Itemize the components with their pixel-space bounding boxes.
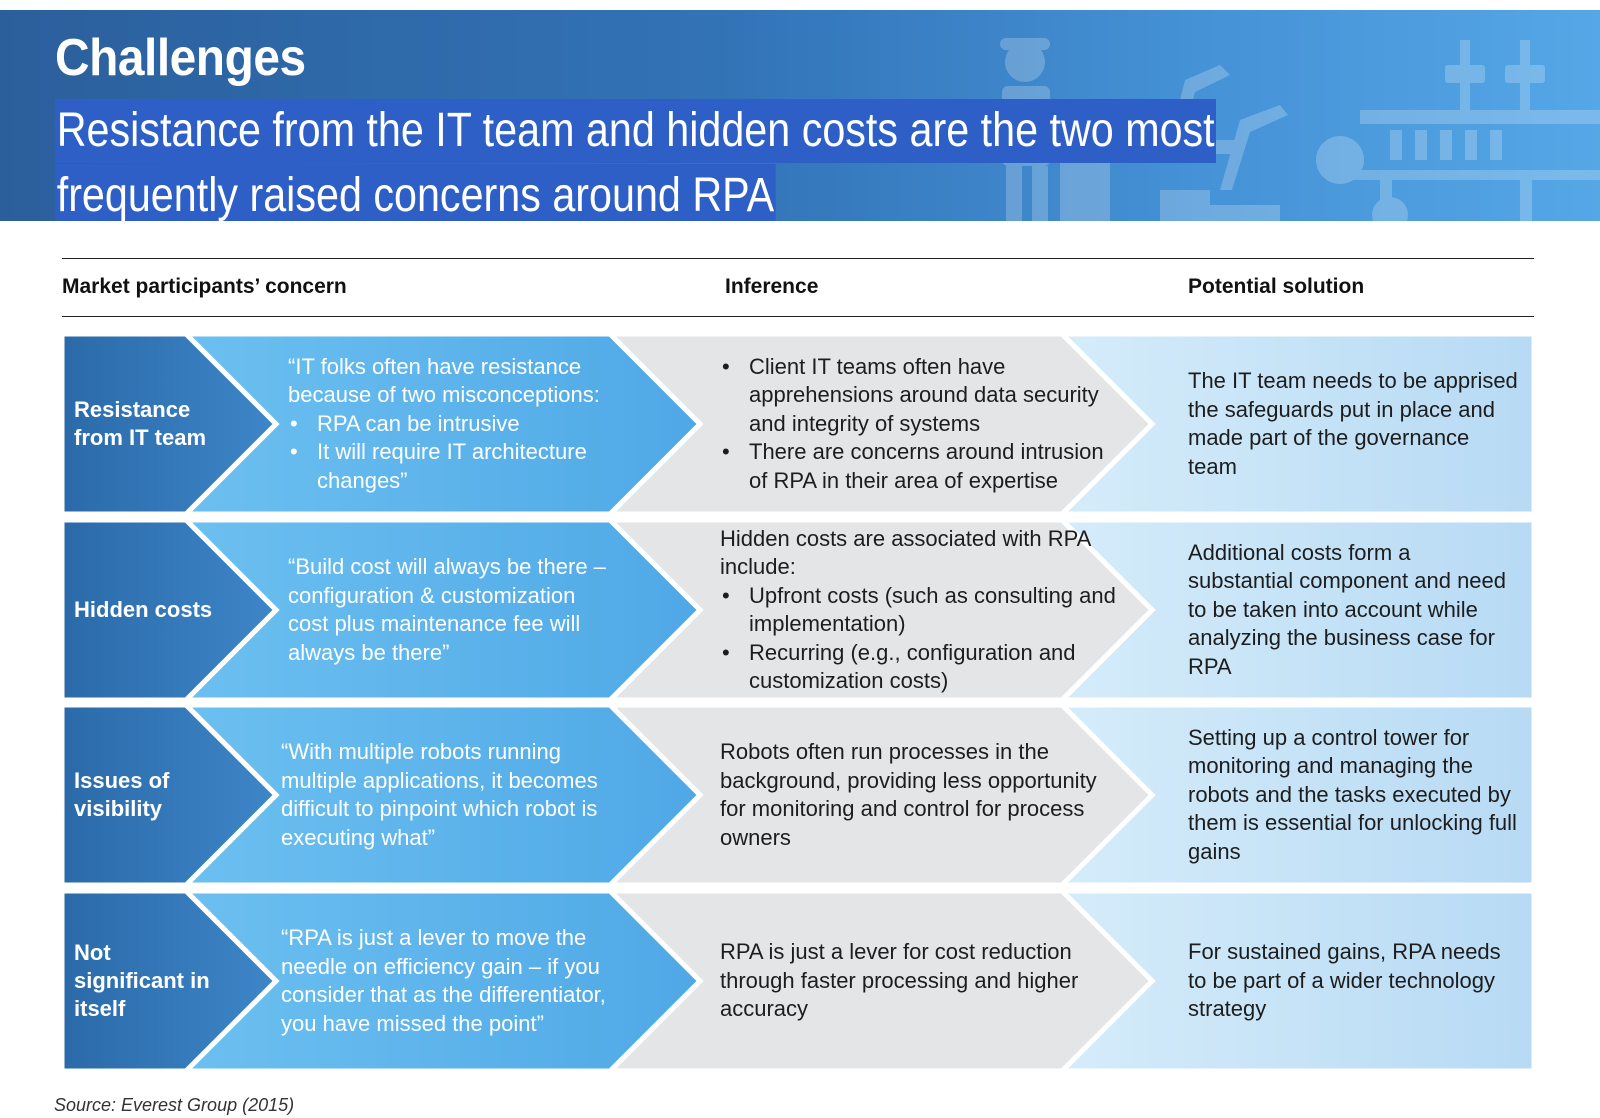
inference-text-block: Client IT teams often have apprehensions… [720, 353, 1120, 496]
chevron-label [62, 334, 280, 514]
challenge-row: Not significant in itself “RPA is just a … [62, 891, 1534, 1071]
solution-cell: Setting up a control tower for monitorin… [1188, 705, 1518, 885]
row-label: Issues of visibility [74, 705, 224, 885]
row-chevron-background [62, 891, 1534, 1071]
inference-text-block: Robots often run processes in the backgr… [720, 738, 1120, 852]
inference-intro: RPA is just a lever for cost reduction t… [720, 939, 1079, 1022]
inference-cell: Hidden costs are associated with RPA inc… [720, 520, 1120, 700]
quote-intro: “IT folks often have resistance because … [288, 353, 600, 408]
row-label: Hidden costs [74, 520, 224, 700]
solution-text: For sustained gains, RPA needs to be par… [1188, 939, 1501, 1022]
inference-text-block: RPA is just a lever for cost reduction t… [720, 938, 1120, 1024]
source-note: Source: Everest Group (2015) [54, 1095, 295, 1115]
quote-text-block: “With multiple robots running multiple a… [281, 738, 621, 852]
challenge-row: Resistance from IT team “IT folks often h… [62, 334, 1534, 514]
row-label-text: Issues of visibility [74, 768, 170, 821]
participant-quote: “With multiple robots running multiple a… [281, 705, 621, 885]
inference-text-block: Hidden costs are associated with RPA inc… [720, 525, 1120, 696]
inference-bullet: Upfront costs (such as consulting and im… [720, 582, 1120, 639]
row-label-text: Not significant in itself [74, 940, 210, 1021]
inference-bullet: There are concerns around intrusion of R… [720, 438, 1120, 495]
header-banner: Challenges Resistance from the IT team a… [0, 10, 1600, 221]
challenge-row: Hidden costs “Build cost will always be t… [62, 520, 1534, 700]
solution-cell: Additional costs form a substantial comp… [1188, 520, 1518, 700]
inference-cell: Robots often run processes in the backgr… [720, 705, 1120, 885]
quote-text-block: “IT folks often have resistance because … [288, 353, 608, 496]
inference-cell: Client IT teams often have apprehensions… [720, 334, 1120, 514]
row-label-text: Hidden costs [74, 597, 213, 622]
solution-cell: The IT team needs to be apprised the saf… [1188, 334, 1518, 514]
subtitle-line-2: frequently raised concerns around RPA [55, 164, 776, 221]
participant-quote: “Build cost will always be there – confi… [288, 520, 608, 700]
challenge-row: Issues of visibility “With multiple robot… [62, 705, 1534, 885]
inference-cell: RPA is just a lever for cost reduction t… [720, 891, 1120, 1071]
inference-bullet: Recurring (e.g., configuration and custo… [720, 639, 1120, 696]
quote-bullet: It will require IT architecture changes” [288, 438, 608, 495]
column-headers: Market participants’ concern Inference P… [62, 258, 1534, 317]
row-label-text: Resistance from IT team [74, 397, 207, 450]
chevron-label [62, 891, 280, 1071]
participant-quote: “RPA is just a lever to move the needle … [281, 891, 621, 1071]
quote-intro: “RPA is just a lever to move the needle … [281, 925, 606, 1036]
quote-text-block: “RPA is just a lever to move the needle … [281, 924, 621, 1038]
row-label: Resistance from IT team [74, 334, 224, 514]
column-header-solution: Potential solution [1188, 275, 1365, 298]
quote-intro: “With multiple robots running multiple a… [281, 739, 598, 850]
solution-text: Additional costs form a substantial comp… [1188, 539, 1507, 679]
chevron-label [62, 705, 280, 885]
quote-text-block: “Build cost will always be there – confi… [288, 553, 608, 667]
quote-bullet: RPA can be intrusive [288, 410, 608, 439]
quote-intro: “Build cost will always be there – confi… [288, 554, 606, 665]
solution-text: Setting up a control tower for monitorin… [1188, 724, 1517, 864]
column-header-inference: Inference [725, 275, 819, 298]
row-label: Not significant in itself [74, 891, 224, 1071]
page-title: Challenges [55, 29, 306, 87]
solution-text: The IT team needs to be apprised the saf… [1188, 368, 1518, 479]
inference-intro: Robots often run processes in the backgr… [720, 739, 1097, 850]
inference-bullet: Client IT teams often have apprehensions… [720, 353, 1120, 439]
solution-cell: For sustained gains, RPA needs to be par… [1188, 891, 1518, 1071]
column-header-concern: Market participants’ concern [62, 275, 347, 298]
subtitle-line-1: Resistance from the IT team and hidden c… [55, 99, 1217, 163]
row-chevron-background [62, 520, 1534, 700]
inference-intro: Hidden costs are associated with RPA inc… [720, 525, 1091, 580]
row-chevron-background [62, 705, 1534, 885]
chevron-label [62, 520, 280, 700]
participant-quote: “IT folks often have resistance because … [288, 334, 608, 514]
